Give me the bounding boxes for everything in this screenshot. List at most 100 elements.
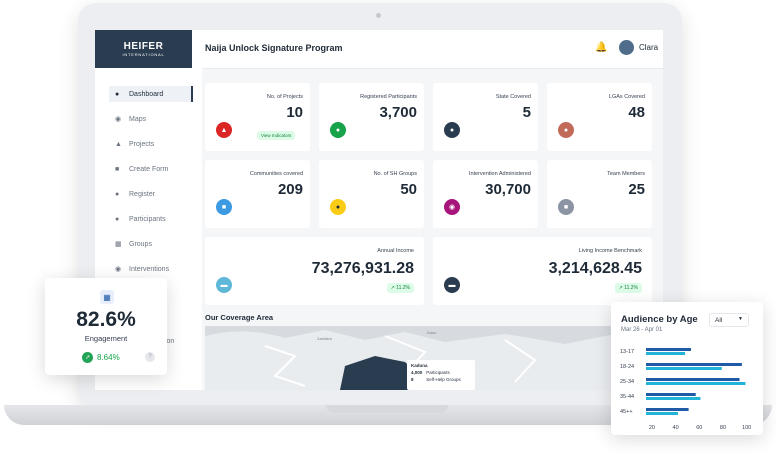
stat-value: 3,700 [379, 104, 417, 121]
stat-label: No. of Projects [266, 94, 303, 100]
stat-value: 5 [522, 104, 531, 121]
stat-card-communities[interactable]: Communities covered 209 ■ [205, 160, 310, 228]
stat-label: Communities covered [249, 171, 303, 177]
sidebar-item-partial[interactable]: tion [163, 338, 175, 345]
map-label-kano: Kano [427, 330, 437, 335]
avatar[interactable] [619, 40, 634, 55]
stat-card-interventions[interactable]: Intervention Administered 30,700 ◉ [433, 160, 538, 228]
living-income-card[interactable]: Living Income Benchmark 3,214,628.45 ▬ ↗… [433, 237, 652, 305]
audience-filter-select[interactable]: All ▼ [709, 313, 749, 327]
bar[interactable] [646, 352, 686, 355]
x-tick-label: 80 [720, 425, 726, 431]
annual-income-card[interactable]: Annual Income 73,276,931.28 ▬ ↗ 11.2% [205, 237, 424, 305]
wallet-icon: ▬ [216, 277, 232, 293]
sidebar-item-label: Participants [129, 215, 166, 223]
sidebar-item-label: Projects [129, 140, 155, 148]
category-label: 25-34 [620, 379, 634, 385]
category-label: 18-24 [620, 364, 634, 370]
filter-value: All [715, 317, 723, 324]
map-border [264, 345, 306, 387]
audience-chart: 13-17 18-24 25-34 35-44 45++ 20 40 60 80 100 [620, 348, 751, 431]
register-icon: ● [115, 190, 120, 198]
laptop-notch [326, 405, 448, 413]
participants-icon: ● [330, 122, 346, 138]
bar[interactable] [646, 363, 742, 366]
sidebar-item-dashboard[interactable]: ● Dashboard [109, 86, 193, 102]
bar[interactable] [646, 393, 696, 396]
stat-card-lgas[interactable]: LGAs Covered 48 ● [547, 83, 652, 151]
stat-card-team[interactable]: Team Members 25 ■ [547, 160, 652, 228]
sidebar-item-interventions[interactable]: ◉ Interventions [109, 261, 191, 277]
laptop-base [4, 405, 772, 425]
trend-value: 11.2% [624, 285, 638, 291]
sidebar-item-label: Groups [129, 240, 152, 248]
sidebar-item-create-form[interactable]: ■ Create Form [109, 161, 191, 177]
stat-label: Registered Participants [360, 94, 417, 100]
income-value: 3,214,628.45 [548, 260, 642, 277]
engagement-change: 8.64% [97, 353, 120, 362]
stat-label: Team Members [607, 171, 645, 177]
stat-card-participants[interactable]: Registered Participants 3,700 ● [319, 83, 424, 151]
x-tick-label: 60 [696, 425, 702, 431]
community-icon: ■ [216, 199, 232, 215]
group-icon: ● [330, 199, 346, 215]
location-icon: ● [558, 122, 574, 138]
sidebar-item-projects[interactable]: ▲ Projects [109, 136, 191, 152]
engagement-value: 82.6% [76, 308, 136, 331]
sidebar-item-label: Interventions [129, 265, 170, 273]
stat-value: 25 [628, 181, 645, 198]
heifer-logo[interactable]: HEIFER INTERNATIONAL [95, 30, 192, 68]
tooltip-state: Kaduna [411, 363, 428, 368]
category-label: 13-17 [620, 349, 634, 355]
chevron-down-icon: ▼ [738, 316, 743, 322]
bar[interactable] [646, 382, 746, 385]
income-label: Annual Income [377, 248, 414, 254]
map-border [504, 339, 537, 383]
x-tick-label: 100 [742, 425, 751, 431]
app-screen: HEIFER INTERNATIONAL Naija Unlock Signat… [95, 30, 663, 390]
stat-card-projects[interactable]: No. of Projects 10 ▲ View Indicators [205, 83, 310, 151]
trend-badge: ↗ 11.2% [386, 283, 414, 293]
sidebar-item-groups[interactable]: ▦ Groups [109, 236, 191, 252]
tooltip-label: Self-Help Groups [426, 377, 461, 382]
groups-icon: ▦ [115, 241, 122, 248]
x-tick-label: 40 [673, 425, 679, 431]
sidebar-item-maps[interactable]: ◉ Maps [109, 111, 191, 127]
stat-value: 48 [628, 104, 645, 121]
bar[interactable] [646, 408, 689, 411]
income-value: 73,276,931.28 [311, 260, 414, 277]
bar[interactable] [646, 412, 678, 415]
bar[interactable] [646, 397, 701, 400]
stat-value: 30,700 [485, 181, 531, 198]
bar[interactable] [646, 367, 722, 370]
tooltip-label: Participants [426, 370, 450, 375]
stat-label: State Covered [495, 94, 531, 100]
sidebar-item-register[interactable]: ● Register [109, 186, 191, 202]
map-label-zamfara: Zamfara [317, 336, 333, 341]
sidebar-item-label: Dashboard [129, 90, 164, 98]
engagement-label: Engagement [84, 334, 128, 343]
bell-icon[interactable]: 🔔 [595, 42, 608, 53]
sidebar-item-participants[interactable]: ● Participants [109, 211, 191, 227]
bar[interactable] [646, 378, 740, 381]
username[interactable]: Clara [639, 43, 659, 52]
tooltip-row: 8 Self-Help Groups [411, 377, 471, 382]
x-tick-label: 20 [649, 425, 655, 431]
stat-card-sh-groups[interactable]: No. of SH Groups 50 ● [319, 160, 424, 228]
audience-title: Audience by Age [621, 314, 698, 325]
info-icon[interactable]: ? [145, 352, 155, 362]
stat-card-states[interactable]: State Covered 5 ● [433, 83, 538, 151]
category-label: 45++ [620, 409, 633, 415]
map-tooltip: Kaduna 4,000 Participants 8 Self-Help Gr… [407, 360, 475, 390]
income-label: Living Income Benchmark [578, 248, 642, 254]
engagement-card[interactable]: ▦ 82.6% Engagement ↗ 8.64% ? [45, 278, 167, 375]
view-indicators-button[interactable]: View Indicators [257, 131, 296, 140]
participants-icon: ● [115, 215, 120, 223]
top-bar: HEIFER INTERNATIONAL Naija Unlock Signat… [95, 30, 663, 69]
stat-value: 10 [286, 104, 303, 121]
sidebar-item-label: Create Form [129, 165, 169, 173]
sidebar-item-label: Register [129, 190, 156, 198]
bar[interactable] [646, 348, 691, 351]
logo-text: HEIFER [123, 41, 164, 52]
grid-icon: ▦ [100, 290, 114, 304]
